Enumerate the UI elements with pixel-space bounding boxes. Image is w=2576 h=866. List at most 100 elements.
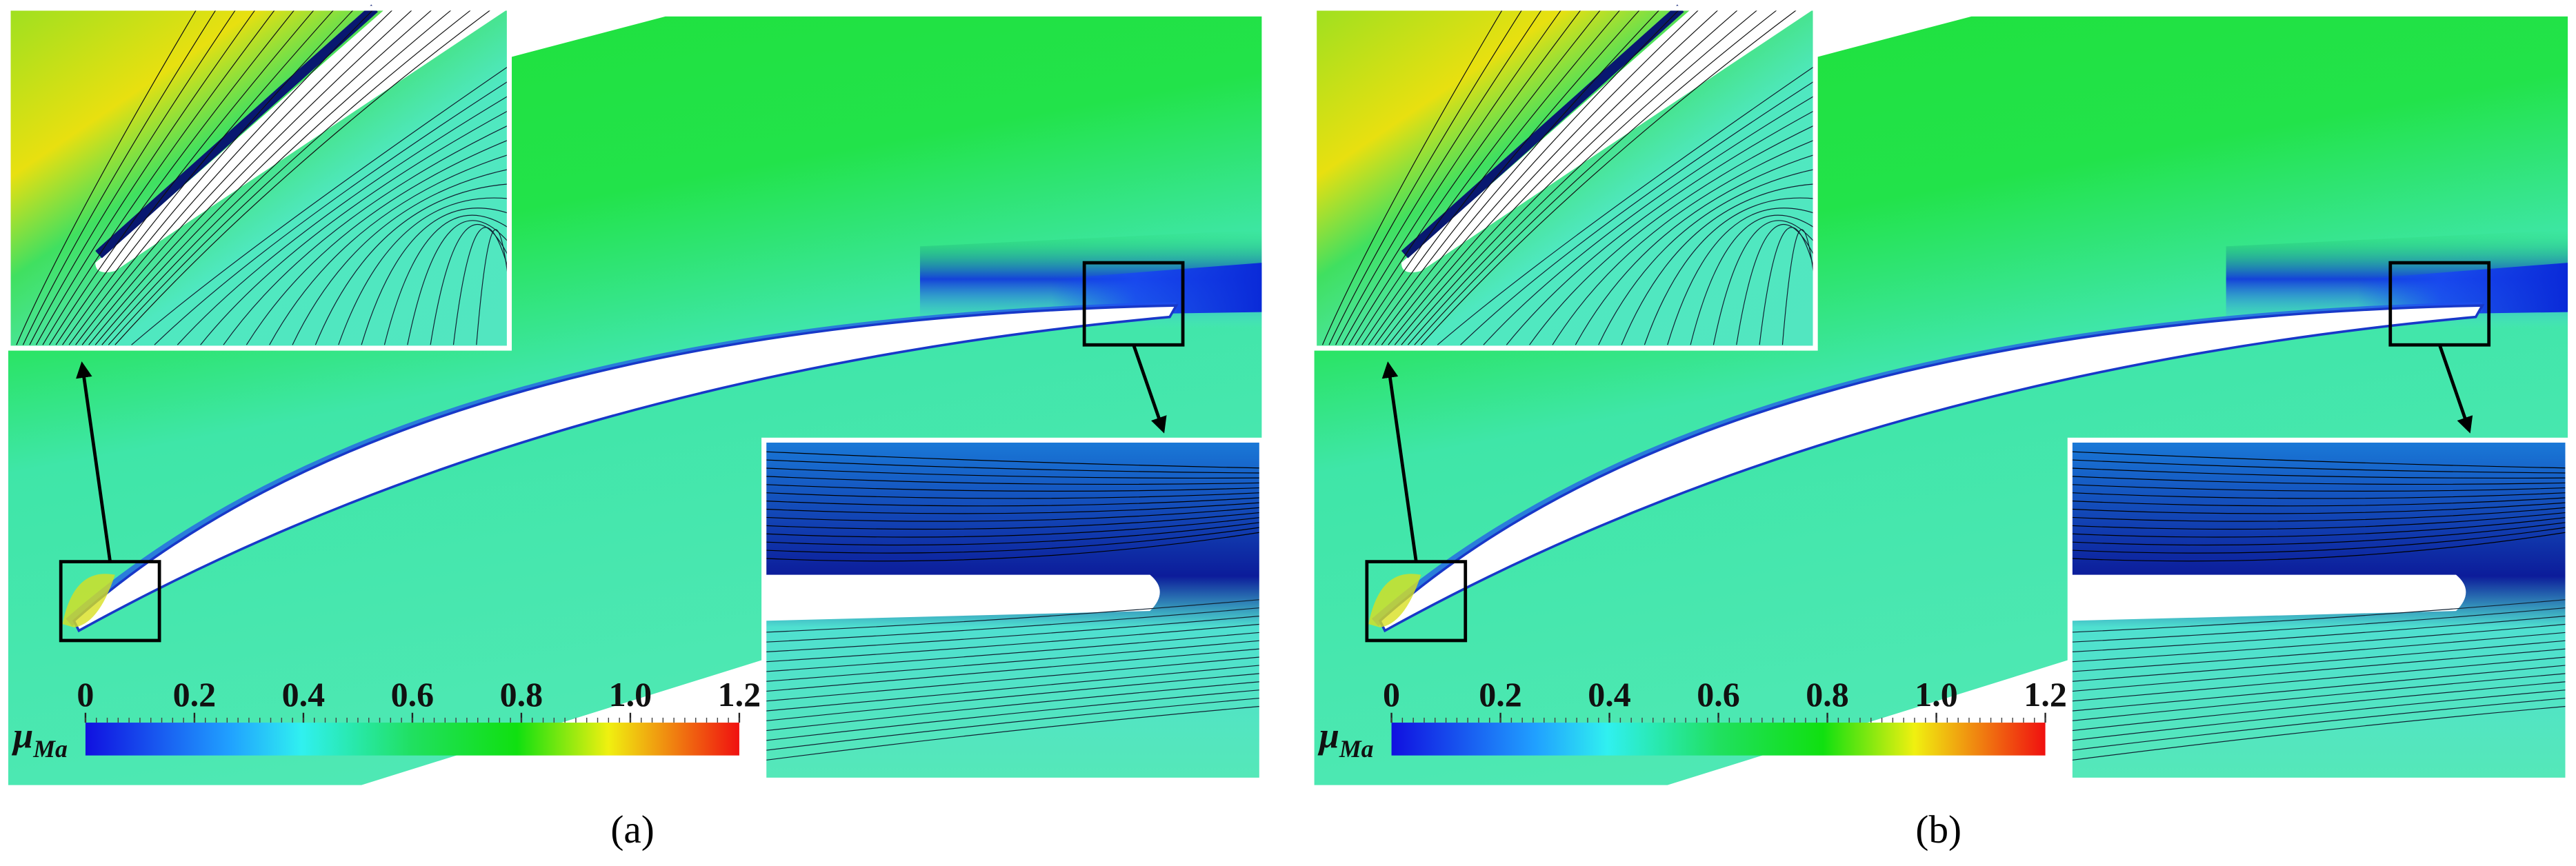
inset-frame bbox=[761, 437, 1264, 783]
inset-edge bbox=[95, 4, 378, 259]
streamline bbox=[1420, 8, 1799, 345]
streamline bbox=[49, 8, 297, 345]
inset-trailing-edge bbox=[761, 437, 1264, 783]
inset-blade bbox=[2070, 574, 2466, 621]
streamline bbox=[2070, 607, 2568, 643]
colorbar-tick-label: 0.2 bbox=[173, 675, 217, 714]
streamline bbox=[1759, 227, 1816, 345]
streamline bbox=[763, 640, 1262, 683]
streamline bbox=[94, 8, 435, 345]
inset-background bbox=[1314, 8, 1816, 348]
streamline bbox=[101, 8, 454, 345]
streamline bbox=[763, 532, 1262, 562]
streamline bbox=[75, 8, 375, 345]
streamline bbox=[16, 8, 198, 345]
blade bbox=[72, 304, 1179, 633]
colorbar-tick-label: 0.4 bbox=[282, 675, 326, 714]
streamline bbox=[1355, 8, 1602, 345]
streamline bbox=[763, 648, 1262, 692]
colorbar-tick-label: 0.2 bbox=[1479, 675, 1522, 714]
streamline bbox=[763, 623, 1262, 663]
streamline bbox=[2070, 705, 2568, 761]
streamline bbox=[2070, 673, 2568, 722]
inset-frame bbox=[1312, 6, 1818, 351]
colorbar-title: μMa bbox=[11, 716, 68, 763]
streamline bbox=[1368, 8, 1642, 345]
streamline bbox=[1328, 8, 1524, 345]
streamline bbox=[1321, 8, 1504, 345]
streamline bbox=[1667, 208, 1816, 345]
colorbar-tick-label: 0.6 bbox=[1697, 675, 1740, 714]
streamline bbox=[246, 139, 510, 345]
inset-background bbox=[8, 8, 510, 348]
streamline bbox=[763, 497, 1262, 507]
streamline bbox=[2070, 656, 2568, 702]
streamline bbox=[55, 8, 316, 345]
inset-leading-edge bbox=[6, 4, 512, 351]
streamline bbox=[1575, 154, 1816, 345]
streamline bbox=[114, 8, 493, 345]
colorbar bbox=[1391, 723, 2046, 756]
streamline bbox=[2070, 689, 2568, 741]
streamline bbox=[62, 8, 336, 345]
streamline bbox=[763, 512, 1262, 530]
streamline bbox=[763, 615, 1262, 653]
colorbar bbox=[85, 723, 739, 756]
streamline bbox=[2070, 532, 2568, 562]
streamline bbox=[2070, 632, 2568, 672]
streamline bbox=[763, 697, 1262, 752]
streamline bbox=[269, 154, 510, 345]
streamline bbox=[763, 451, 1262, 469]
inset-frame bbox=[2067, 437, 2570, 783]
streamline bbox=[1401, 8, 1740, 345]
streamline bbox=[2070, 512, 2568, 530]
streamline bbox=[763, 681, 1262, 732]
streamline bbox=[763, 459, 1262, 474]
streamline bbox=[763, 705, 1262, 761]
streamline bbox=[763, 507, 1262, 522]
streamline bbox=[2070, 648, 2568, 692]
arrow bbox=[1381, 361, 1418, 562]
streamline bbox=[1713, 220, 1816, 345]
streamline bbox=[1483, 94, 1816, 345]
inset-leading-edge bbox=[1312, 4, 1818, 351]
streamline bbox=[2070, 615, 2568, 653]
colorbar-tick-label: 1.0 bbox=[609, 675, 652, 714]
panel: 0 0.2 0.4 0.6 0.8 1.0 1.2 μMa (a) bbox=[6, 4, 1264, 852]
streamline bbox=[2070, 623, 2568, 663]
colorbar-tick-label: 0.4 bbox=[1588, 675, 1631, 714]
streamline bbox=[1529, 124, 1816, 345]
streamline bbox=[1388, 8, 1701, 345]
streamline bbox=[1375, 8, 1661, 345]
streamline bbox=[763, 484, 1262, 492]
streamline bbox=[2070, 476, 2568, 485]
inset-blade bbox=[95, 8, 510, 272]
colorbar-title: μMa bbox=[1317, 716, 1374, 763]
streamline bbox=[338, 197, 510, 345]
colorbar-tick-label: 1.0 bbox=[1915, 675, 1958, 714]
colorbar-tick-label: 0.8 bbox=[1806, 675, 1849, 714]
streamline bbox=[763, 502, 1262, 514]
streamline bbox=[292, 168, 510, 345]
streamline bbox=[1437, 65, 1816, 345]
streamline bbox=[223, 124, 510, 345]
inset-trailing-edge bbox=[2067, 437, 2570, 783]
colorbar-tick-label: 0 bbox=[1383, 675, 1400, 714]
streamline bbox=[29, 8, 237, 345]
leading-edge-spot bbox=[1368, 574, 1421, 627]
streamline bbox=[1341, 8, 1563, 345]
colorbar-tick-label: 1.2 bbox=[718, 675, 761, 714]
streamline bbox=[361, 208, 510, 345]
streamline bbox=[763, 598, 1262, 633]
streamline bbox=[763, 607, 1262, 643]
streamline bbox=[2070, 527, 2568, 554]
blade bbox=[1378, 304, 2485, 633]
panel: 0 0.2 0.4 0.6 0.8 1.0 1.2 μMa (b) bbox=[1312, 4, 2570, 852]
wake-core bbox=[1051, 263, 1262, 316]
leading-edge-spot bbox=[62, 574, 115, 627]
streamline bbox=[763, 492, 1262, 499]
panel-label: (a) bbox=[610, 808, 654, 852]
colorbar-tick-label: 1.2 bbox=[2024, 675, 2067, 714]
